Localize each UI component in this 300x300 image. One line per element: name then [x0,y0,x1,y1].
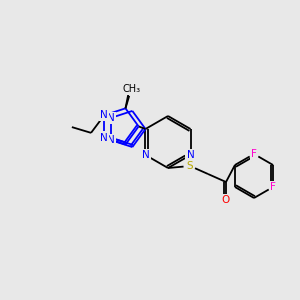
Text: N: N [100,110,108,120]
Text: O: O [222,195,230,205]
Text: F: F [270,182,276,192]
Text: S: S [187,161,193,171]
Text: N: N [142,150,149,160]
Text: F: F [251,149,257,159]
Text: N: N [107,135,115,145]
Text: N: N [100,133,108,142]
Text: CH₃: CH₃ [122,84,140,94]
Text: N: N [107,113,115,123]
Text: N: N [187,150,194,160]
